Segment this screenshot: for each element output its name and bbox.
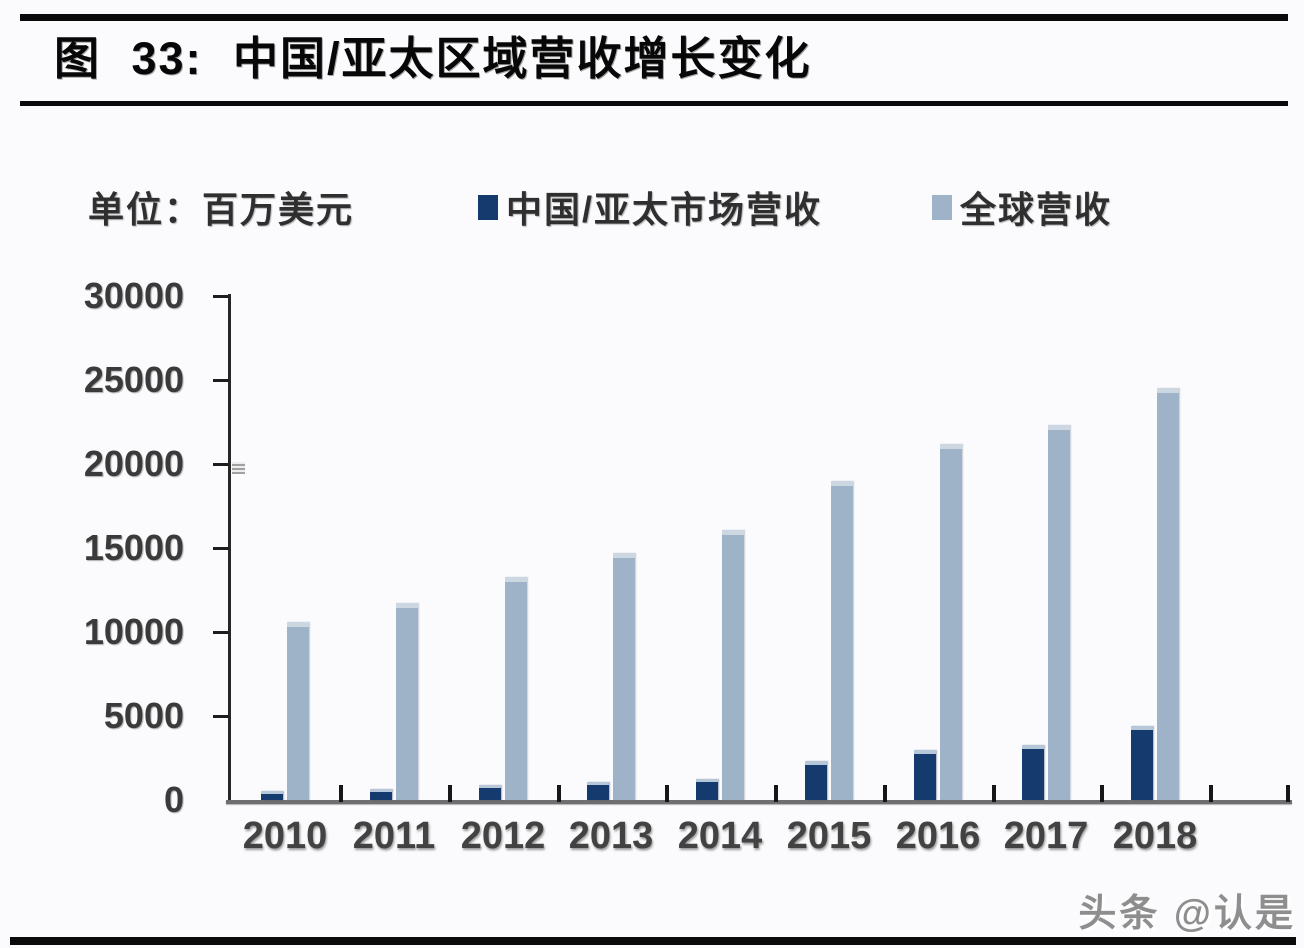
bar-china-apac-2016: [914, 750, 936, 800]
y-axis-label: 25000: [83, 359, 184, 400]
bar-global-2017: [1048, 425, 1070, 800]
y-axis-tick: [213, 547, 229, 550]
x-axis-label-2018: 2018: [1112, 815, 1198, 857]
bar-china-apac-2011: [370, 789, 392, 800]
x-axis-label-2010: 2010: [242, 815, 328, 857]
watermark: 头条 @认是: [1078, 893, 1296, 935]
x-axis-label-2015: 2015: [786, 815, 872, 857]
bar-china-apac-2013: [587, 782, 609, 800]
legend-swatch-global: [932, 194, 952, 220]
bar-china-apac-2010: [261, 791, 283, 800]
bar-global-2010: [287, 622, 309, 800]
x-axis-baseline: [226, 800, 1292, 804]
x-axis-label-2012: 2012: [460, 815, 546, 857]
y-axis-label: 10000: [83, 611, 184, 652]
bar-global-2011: [396, 603, 418, 800]
x-axis-label-2017: 2017: [1003, 815, 1089, 857]
y-axis-tick: [213, 715, 229, 718]
x-axis-label-2014: 2014: [677, 815, 763, 857]
x-axis-label-2016: 2016: [895, 815, 981, 857]
bar-china-apac-2017: [1022, 745, 1044, 800]
legend-item-china-apac: 中国/亚太市场营收: [478, 184, 822, 230]
x-axis-tick: [339, 785, 343, 802]
title-rule: [20, 101, 1288, 106]
bar-china-apac-2018: [1131, 726, 1153, 800]
x-axis-tick: [992, 785, 996, 802]
x-axis-tick: [448, 785, 452, 802]
x-axis-tick: [557, 785, 561, 802]
bar-china-apac-2015: [805, 761, 827, 800]
x-axis-label-2011: 2011: [352, 815, 436, 857]
legend-label-china-apac: 中国/亚太市场营收: [506, 189, 823, 230]
bar-china-apac-2014: [696, 779, 718, 800]
x-axis-tick: [774, 785, 778, 802]
unit-label: 单位：百万美元: [88, 189, 355, 230]
y-axis-line: [228, 294, 231, 804]
legend-label-global: 全球营收: [960, 189, 1113, 230]
legend-item-global: 全球营收: [932, 184, 1112, 230]
top-rule: [20, 14, 1288, 21]
bar-global-2012: [505, 577, 527, 800]
bar-global-2016: [940, 444, 962, 800]
bar-global-2013: [613, 553, 635, 800]
bar-china-apac-2012: [479, 785, 501, 800]
y-axis-label: 20000: [83, 443, 184, 484]
y-axis-tick: [213, 379, 229, 382]
bar-global-2018: [1157, 388, 1179, 800]
axis-smudge-artifact: [232, 462, 245, 474]
x-axis-label-2013: 2013: [568, 815, 654, 857]
y-axis-label: 30000: [83, 275, 184, 316]
x-axis-tick: [665, 785, 669, 802]
y-axis-tick: [213, 463, 229, 466]
bar-global-2014: [722, 530, 744, 800]
x-axis-end-tick: [1286, 785, 1290, 802]
figure-title: 图 33: 中国/亚太区域营收增长变化: [54, 33, 812, 84]
y-axis-label: 5000: [103, 695, 184, 736]
y-axis-tick: [213, 631, 229, 634]
y-axis-label: 15000: [83, 527, 184, 568]
y-axis-label: 0: [163, 779, 184, 820]
y-axis-tick: [213, 295, 229, 298]
x-axis-tick: [1100, 785, 1104, 802]
legend-swatch-china-apac: [478, 194, 498, 220]
bar-global-2015: [831, 481, 853, 800]
x-axis-tick: [1209, 785, 1213, 802]
bottom-rule: [10, 937, 1296, 945]
x-axis-tick: [883, 785, 887, 802]
